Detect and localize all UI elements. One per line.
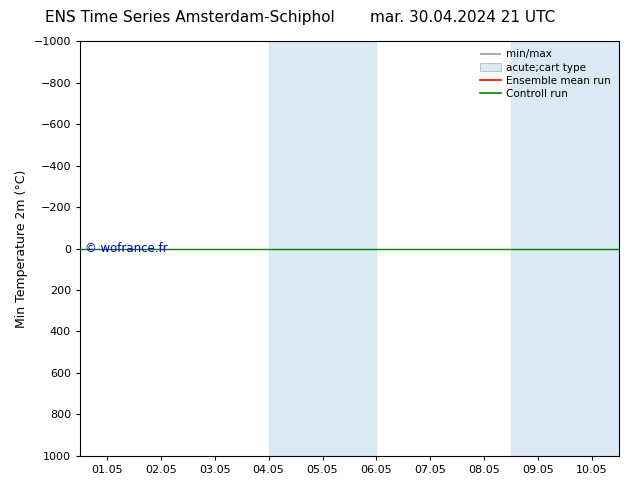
Legend: min/max, acute;cart type, Ensemble mean run, Controll run: min/max, acute;cart type, Ensemble mean …	[477, 46, 614, 102]
Bar	[565, 41, 619, 456]
Text: © wofrance.fr: © wofrance.fr	[86, 242, 168, 255]
Text: mar. 30.04.2024 21 UTC: mar. 30.04.2024 21 UTC	[370, 10, 555, 25]
Y-axis label: Min Temperature 2m (°C): Min Temperature 2m (°C)	[15, 170, 28, 328]
Bar	[269, 41, 323, 456]
Text: ENS Time Series Amsterdam-Schiphol: ENS Time Series Amsterdam-Schiphol	[45, 10, 335, 25]
Bar	[323, 41, 377, 456]
Bar	[511, 41, 565, 456]
